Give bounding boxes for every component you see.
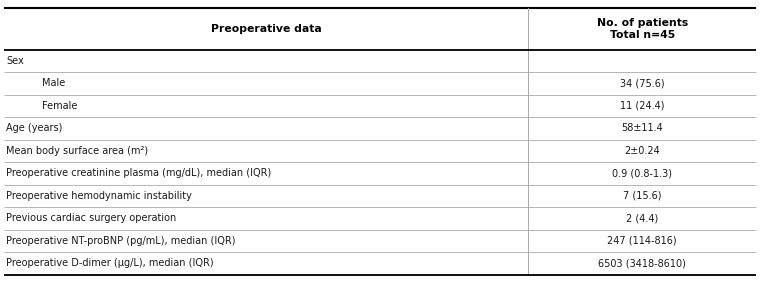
- Text: No. of patients
Total n=45: No. of patients Total n=45: [597, 18, 688, 40]
- Text: Preoperative D-dimer (μg/L), median (IQR): Preoperative D-dimer (μg/L), median (IQR…: [6, 258, 214, 268]
- Text: Preoperative NT-proBNP (pg/mL), median (IQR): Preoperative NT-proBNP (pg/mL), median (…: [6, 236, 236, 246]
- Text: Male: Male: [42, 78, 65, 89]
- Text: Preoperative hemodynamic instability: Preoperative hemodynamic instability: [6, 191, 192, 201]
- Text: 247 (114-816): 247 (114-816): [607, 236, 677, 246]
- Text: 34 (75.6): 34 (75.6): [620, 78, 664, 89]
- Text: Female: Female: [42, 101, 78, 111]
- Text: Age (years): Age (years): [6, 123, 62, 133]
- Text: 6503 (3418-8610): 6503 (3418-8610): [598, 258, 686, 268]
- Text: 2±0.24: 2±0.24: [624, 146, 660, 156]
- Text: 0.9 (0.8-1.3): 0.9 (0.8-1.3): [613, 168, 672, 178]
- Text: Sex: Sex: [6, 56, 24, 66]
- Text: 2 (4.4): 2 (4.4): [626, 213, 658, 223]
- Text: Preoperative creatinine plasma (mg/dL), median (IQR): Preoperative creatinine plasma (mg/dL), …: [6, 168, 271, 178]
- Text: Mean body surface area (m²): Mean body surface area (m²): [6, 146, 148, 156]
- Text: Previous cardiac surgery operation: Previous cardiac surgery operation: [6, 213, 176, 223]
- Text: 7 (15.6): 7 (15.6): [623, 191, 661, 201]
- Text: 11 (24.4): 11 (24.4): [620, 101, 664, 111]
- Text: Preoperative data: Preoperative data: [211, 24, 321, 34]
- Text: 58±11.4: 58±11.4: [622, 123, 663, 133]
